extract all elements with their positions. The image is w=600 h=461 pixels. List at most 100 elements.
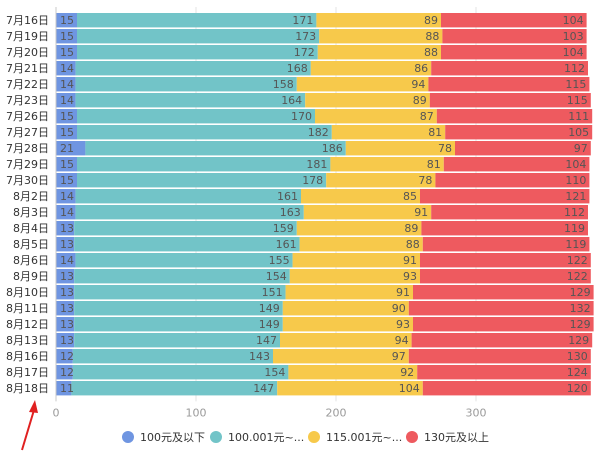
- bar-value-label: 111: [568, 110, 589, 123]
- bar-segment: [431, 205, 588, 220]
- bar-value-label: 13: [60, 222, 74, 235]
- bar-value-label: 91: [414, 206, 428, 219]
- legend-marker: [122, 431, 134, 443]
- bar-segment: [56, 349, 73, 364]
- legend[interactable]: 100元及以下 100.001元~... 115.001元~... 130元及以上: [122, 431, 489, 444]
- bar-segment: [56, 13, 77, 28]
- category-label: 8月18日: [6, 382, 49, 395]
- bar-segment: [301, 189, 420, 204]
- legend-marker: [210, 431, 222, 443]
- bar-value-label: 91: [396, 286, 410, 299]
- bar-segment: [74, 333, 280, 348]
- legend-label: 100元及以下: [140, 431, 205, 444]
- bar-segment: [310, 61, 432, 76]
- bar-value-label: 81: [427, 158, 441, 171]
- bar-segment: [326, 173, 436, 188]
- category-label: 8月2日: [13, 190, 49, 203]
- x-tick-label: 100: [186, 406, 207, 419]
- legend-item[interactable]: 115.001元~...: [308, 431, 402, 444]
- bar-segment: [441, 45, 587, 60]
- bar-segment: [77, 29, 320, 44]
- bar-value-label: 13: [60, 270, 74, 283]
- bar-segment: [443, 157, 590, 172]
- bar-segment: [273, 349, 409, 364]
- bar-value-label: 171: [292, 14, 313, 27]
- bar-value-label: 14: [60, 62, 74, 75]
- bar-segment: [56, 205, 76, 220]
- bar-value-label: 155: [269, 254, 290, 267]
- legend-marker: [406, 431, 418, 443]
- bar-segment: [56, 301, 75, 316]
- annotation-layer: [21, 400, 38, 451]
- bar-segment: [77, 157, 331, 172]
- bar-value-label: 104: [565, 158, 586, 171]
- bar-value-label: 93: [403, 270, 417, 283]
- bar-segment: [56, 317, 75, 332]
- bar-value-label: 15: [60, 110, 74, 123]
- legend-item[interactable]: 100.001元~...: [210, 431, 304, 444]
- bar-segment: [345, 141, 455, 156]
- bar-value-label: 151: [262, 286, 283, 299]
- bar-segment: [56, 269, 75, 284]
- bar-segment: [77, 45, 318, 60]
- bar-segment: [75, 205, 304, 220]
- bar-segment: [75, 253, 293, 268]
- bar-value-label: 129: [570, 318, 591, 331]
- bar-value-label: 161: [276, 238, 297, 251]
- bar-value-label: 147: [256, 334, 277, 347]
- bar-segment: [56, 381, 72, 396]
- bar-value-label: 129: [568, 334, 589, 347]
- bar-segment: [56, 93, 76, 108]
- bar-value-label: 182: [308, 126, 329, 139]
- bar-segment: [296, 77, 429, 92]
- bar-value-label: 104: [563, 46, 584, 59]
- annotation-arrow-shaft: [21, 409, 35, 451]
- bar-segment: [56, 333, 75, 348]
- bar-segment: [56, 253, 76, 268]
- bars-layer: [56, 13, 594, 396]
- bar-value-label: 15: [60, 174, 74, 187]
- category-label: 7月21日: [6, 62, 49, 75]
- bar-segment: [292, 253, 420, 268]
- bar-value-label: 120: [567, 382, 588, 395]
- bar-value-label: 94: [395, 334, 409, 347]
- bar-value-label: 13: [60, 302, 74, 315]
- bar-segment: [74, 285, 286, 300]
- bar-value-label: 172: [294, 46, 315, 59]
- bar-value-label: 186: [322, 142, 343, 155]
- bar-segment: [316, 13, 441, 28]
- category-label: 7月22日: [6, 78, 49, 91]
- bar-segment: [56, 109, 77, 124]
- bar-segment: [315, 109, 437, 124]
- bar-segment: [317, 45, 441, 60]
- bar-value-label: 147: [253, 382, 274, 395]
- bar-value-label: 92: [400, 366, 414, 379]
- bar-value-label: 88: [425, 30, 439, 43]
- legend-item[interactable]: 100元及以下: [122, 431, 205, 444]
- bar-value-label: 112: [564, 206, 585, 219]
- bar-segment: [72, 349, 273, 364]
- bar-value-label: 149: [259, 302, 280, 315]
- legend-item[interactable]: 130元及以上: [406, 431, 489, 444]
- bar-segment: [442, 29, 587, 44]
- category-label: 7月29日: [6, 158, 49, 171]
- bar-segment: [56, 141, 86, 156]
- bar-value-label: 154: [264, 366, 285, 379]
- bar-segment: [74, 221, 297, 236]
- bar-segment: [74, 269, 290, 284]
- category-label: 7月26日: [6, 110, 49, 123]
- bar-value-label: 13: [60, 334, 74, 347]
- bar-value-label: 12: [60, 366, 74, 379]
- bar-segment: [429, 93, 591, 108]
- bar-segment: [299, 237, 423, 252]
- bar-segment: [56, 157, 77, 172]
- bar-value-label: 11: [60, 382, 74, 395]
- bar-value-label: 129: [570, 286, 591, 299]
- bar-segment: [431, 61, 588, 76]
- bar-segment: [282, 317, 413, 332]
- bar-segment: [72, 365, 289, 380]
- bar-segment: [277, 381, 423, 396]
- bar-segment: [319, 29, 443, 44]
- bar-value-label: 21: [60, 142, 74, 155]
- bar-segment: [280, 333, 412, 348]
